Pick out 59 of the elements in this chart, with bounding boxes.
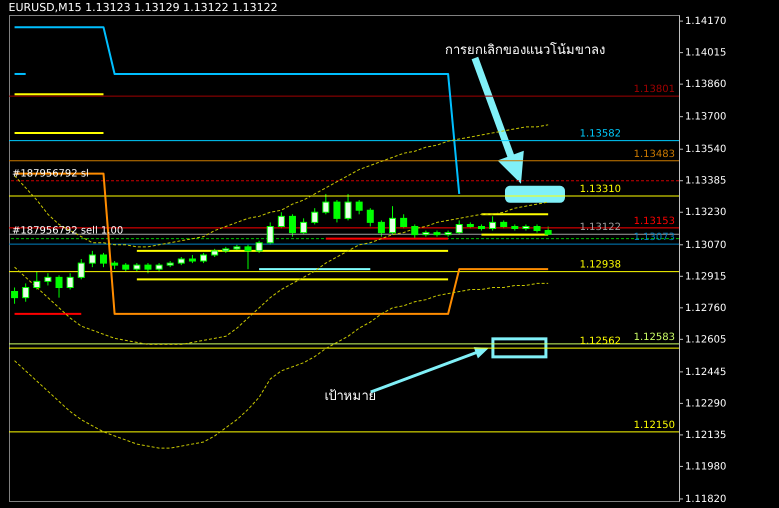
y-tick-label: 1.13070 — [685, 240, 726, 251]
candlestick — [78, 258, 85, 280]
candlestick — [244, 244, 252, 270]
ref-line-label: 1.13153 — [634, 216, 675, 227]
candlestick — [200, 252, 208, 264]
candlestick — [311, 208, 318, 225]
candlestick — [144, 262, 152, 274]
ref-line-label: 1.13582 — [580, 128, 621, 140]
y-tick-label: 1.11980 — [685, 461, 726, 472]
candlestick — [278, 212, 285, 230]
candlestick — [44, 272, 52, 286]
candlestick — [489, 216, 496, 232]
candlestick — [366, 208, 374, 227]
candlestick — [88, 250, 96, 268]
ref-line-label: 1.13801 — [634, 84, 675, 96]
candlestick — [100, 252, 107, 268]
candlestick — [300, 218, 308, 236]
ref-line-label: 1.12938 — [580, 260, 621, 271]
candlestick — [288, 214, 296, 238]
candlestick — [378, 220, 385, 238]
y-tick-label: 1.12915 — [685, 271, 726, 282]
y-tick-label: 1.13385 — [685, 176, 726, 187]
candlestick — [66, 272, 74, 290]
ref-line-label: 1.12583 — [634, 332, 675, 343]
y-tick-label: 1.11820 — [685, 494, 726, 505]
chart-title: EURUSD,M15 1.13123 1.13129 1.13122 1.13122 — [8, 1, 278, 14]
ref-line-label: 1.13483 — [634, 148, 675, 160]
y-tick-label: 1.12445 — [685, 366, 726, 378]
candlestick — [256, 240, 263, 254]
y-tick-label: 1.13230 — [685, 207, 726, 218]
line-series — [14, 202, 549, 345]
candlestick — [11, 286, 18, 304]
y-tick-label: 1.13860 — [685, 79, 726, 90]
y-tick-label: 1.13700 — [685, 112, 726, 123]
candlestick — [33, 270, 40, 290]
y-tick-label: 1.12135 — [685, 430, 726, 441]
candlestick — [56, 274, 63, 298]
candlestick — [400, 214, 408, 230]
annotation: เป้าหมาย — [324, 389, 377, 404]
candlestick — [266, 222, 274, 246]
y-tick-label: 1.13540 — [685, 144, 726, 156]
candlestick — [333, 200, 340, 223]
y-tick-label: 1.14170 — [685, 16, 726, 28]
line-series — [14, 124, 549, 248]
candlestick — [322, 193, 330, 215]
candlestick — [22, 282, 30, 302]
y-tick-label: 1.12290 — [685, 398, 726, 410]
y-tick-label: 1.14015 — [685, 48, 726, 59]
ref-line-label: 1.12150 — [634, 420, 675, 431]
annotation: การยกเลิกของแนวโน้มขาลง — [444, 42, 605, 58]
candlestick — [356, 200, 363, 215]
y-tick-label: 1.12760 — [685, 302, 726, 314]
candlestick — [456, 220, 463, 236]
candlestick — [411, 224, 418, 240]
candlestick — [344, 193, 352, 221]
y-tick-label: 1.12605 — [685, 334, 726, 346]
ref-line-label: 1.13310 — [580, 184, 621, 195]
candlestick — [389, 206, 396, 236]
line-series — [14, 282, 549, 449]
